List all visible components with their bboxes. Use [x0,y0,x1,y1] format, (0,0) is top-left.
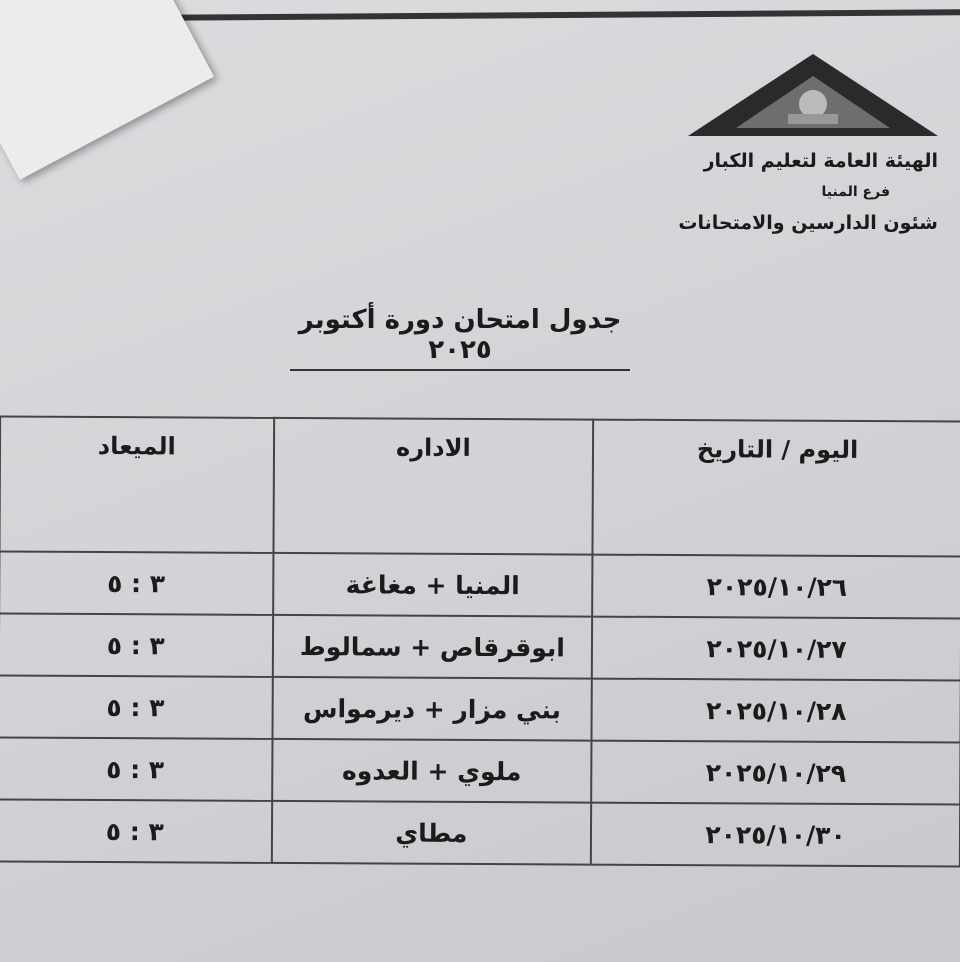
table-row: ٢٠٢٥/١٠/٢٨ بني مزار + ديرمواس ٣ : ٥ [0,675,960,743]
table-row: ٢٠٢٥/١٠/٢٧ ابوقرقاص + سمالوط ٣ : ٥ [0,613,960,681]
column-header-time: الميعاد [0,416,274,553]
admin-cell: بني مزار + ديرمواس [272,676,592,741]
time-cell: ٣ : ٥ [0,675,273,739]
date-cell: ٢٠٢٥/١٠/٢٨ [591,678,960,743]
date-cell: ٢٠٢٥/١٠/٢٧ [591,616,960,681]
time-cell: ٣ : ٥ [0,737,273,801]
table-row: ٢٠٢٥/١٠/٣٠ مطاي ٣ : ٥ [0,799,960,867]
admin-cell: مطاي [271,800,592,865]
branch-name: فرع المنيا [821,184,890,200]
date-cell: ٢٠٢٥/١٠/٢٩ [591,740,960,805]
admin-cell: المنيا + مغاغة [272,552,593,617]
column-header-admin: الاداره [273,417,594,555]
time-cell: ٣ : ٥ [0,799,272,863]
exam-schedule-table: اليوم / التاريخ الاداره الميعاد ٢٠٢٥/١٠/… [0,415,960,867]
table-header-row: اليوم / التاريخ الاداره الميعاد [0,416,960,557]
overlapping-paper [0,0,215,180]
organization-logo-icon [688,54,938,136]
department-name: شئون الدارسين والامتحانات [678,212,938,234]
admin-cell: ملوي + العدوه [271,738,592,803]
table-row: ٢٠٢٥/١٠/٢٦ المنيا + مغاغة ٣ : ٥ [0,551,960,619]
admin-cell: ابوقرقاص + سمالوط [272,614,593,679]
document-title: جدول امتحان دورة أكتوبر ٢٠٢٥ [290,305,630,371]
time-cell: ٣ : ٥ [0,613,273,677]
header-rule [159,9,960,21]
time-cell: ٣ : ٥ [0,551,274,615]
date-cell: ٢٠٢٥/١٠/٣٠ [591,802,960,867]
org-name: الهيئة العامة لتعليم الكبار [703,150,938,172]
column-header-date: اليوم / التاريخ [592,419,960,557]
date-cell: ٢٠٢٥/١٠/٢٦ [592,554,960,619]
table-row: ٢٠٢٥/١٠/٢٩ ملوي + العدوه ٣ : ٥ [0,737,960,805]
